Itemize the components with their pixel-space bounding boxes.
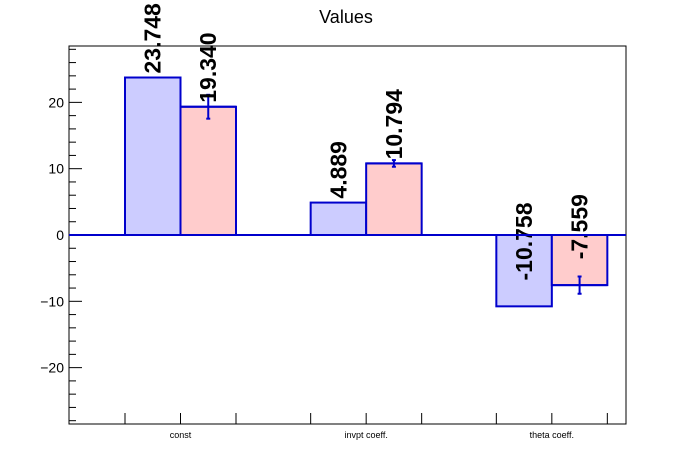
data-label: 4.889 [325, 141, 351, 199]
data-label: 19.340 [195, 32, 221, 102]
y-tick-label: 0 [56, 227, 64, 243]
data-label: 10.794 [381, 89, 407, 160]
y-tick-label: −10 [40, 293, 64, 309]
y-tick-label: −20 [40, 360, 64, 376]
bar [309, 201, 368, 237]
data-label: -10.758 [511, 202, 537, 280]
data-label: 23.748 [140, 3, 166, 74]
bar [365, 162, 423, 236]
category-label: const [170, 430, 192, 440]
y-tick-label: 20 [48, 94, 64, 110]
category-label: invpt coeff. [344, 430, 387, 440]
plot-area: −20 −10 0 10 20 23.748 4.889 -10.758 19.340 10.79… [40, 3, 627, 440]
data-label: -7.559 [567, 194, 593, 259]
bar [179, 105, 237, 236]
category-label: theta coeff. [530, 430, 574, 440]
y-tick-label: 10 [48, 161, 64, 177]
chart-title: Values [319, 7, 373, 27]
bar [124, 76, 182, 236]
